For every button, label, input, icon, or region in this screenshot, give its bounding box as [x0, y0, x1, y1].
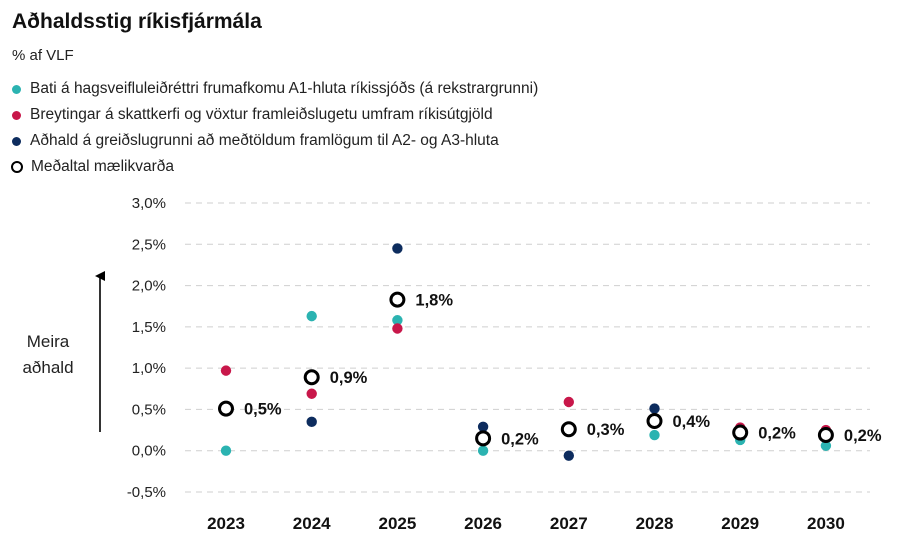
average-marker — [560, 421, 577, 438]
average-marker — [303, 369, 320, 386]
average-marker — [646, 412, 663, 429]
data-point — [477, 421, 489, 432]
x-tick-label: 2026 — [464, 514, 502, 533]
data-points — [218, 243, 834, 461]
y-tick-label: 2,5% — [132, 236, 166, 253]
legend-label: Aðhald á greiðslugrunni að meðtöldum fra… — [30, 132, 499, 149]
legend-swatch-red — [12, 110, 21, 120]
y-axis-ticks: -0,5% 0,0% 0,5% 1,0% 1,5% 2,0% 2,5% 3,0% — [127, 195, 166, 501]
gridlines — [185, 202, 870, 493]
data-label: 0,3% — [587, 421, 625, 439]
data-label: 0,4% — [673, 413, 711, 431]
legend-label: Bati á hagsveifluleiðréttri frumafkomu A… — [30, 80, 539, 97]
data-point — [220, 445, 232, 456]
average-marker — [389, 291, 406, 308]
data-point — [220, 365, 232, 376]
legend-swatch-ring — [11, 161, 23, 173]
x-tick-label: 2027 — [550, 514, 588, 533]
data-point — [477, 445, 489, 456]
x-tick-label: 2029 — [721, 514, 759, 533]
data-labels: 0,5% 0,9% 1,8% 0,2% 0,3% 0,4% 0,2% 0,2% — [244, 292, 882, 449]
data-label: 0,2% — [758, 425, 796, 443]
data-label: 0,2% — [501, 430, 539, 448]
y-tick-label: 2,0% — [132, 278, 166, 295]
data-label: 1,8% — [415, 292, 453, 310]
data-point — [820, 440, 832, 451]
legend-item: Bati á hagsveifluleiðréttri frumafkomu A… — [12, 76, 538, 102]
annotation-line-1: Meira — [27, 332, 70, 351]
y-tick-label: 0,0% — [132, 443, 166, 460]
data-point — [649, 429, 660, 441]
chart-subtitle: % af VLF — [12, 47, 74, 64]
data-point — [563, 396, 574, 408]
legend-label: Breytingar á skattkerfi og vöxtur framle… — [30, 106, 493, 123]
legend-label: Meðaltal mælikvarða — [31, 158, 174, 175]
y-tick-label: 3,0% — [132, 195, 166, 212]
average-marker — [218, 400, 234, 417]
legend: Bati á hagsveifluleiðréttri frumafkomu A… — [11, 76, 538, 180]
y-tick-label: 1,5% — [132, 319, 166, 336]
data-point — [649, 403, 660, 414]
annotation: Meira aðhald — [22, 271, 105, 432]
data-label: 0,2% — [844, 427, 882, 445]
data-point — [306, 416, 317, 428]
data-point — [306, 388, 317, 399]
average-marker — [817, 427, 834, 444]
annotation-line-2: aðhald — [22, 358, 73, 377]
legend-item: Meðaltal mælikvarða — [11, 154, 538, 180]
legend-swatch-navy — [12, 136, 21, 146]
data-label: 0,9% — [330, 369, 368, 387]
x-axis-ticks: 2023 2024 2025 2026 2027 2028 2029 2030 — [207, 514, 845, 533]
legend-item: Breytingar á skattkerfi og vöxtur framle… — [12, 102, 538, 128]
data-point — [392, 243, 403, 254]
y-tick-label: 1,0% — [132, 360, 166, 377]
x-tick-label: 2028 — [636, 514, 674, 533]
legend-item: Aðhald á greiðslugrunni að meðtöldum fra… — [12, 128, 538, 154]
data-point — [306, 310, 317, 322]
data-label: 0,5% — [244, 401, 282, 419]
x-tick-label: 2023 — [207, 514, 245, 533]
data-point — [392, 315, 403, 326]
y-tick-label: 0,5% — [132, 401, 166, 418]
x-tick-label: 2025 — [378, 514, 416, 533]
average-marker — [475, 430, 492, 447]
x-tick-label: 2030 — [807, 514, 845, 533]
legend-swatch-teal — [12, 84, 21, 94]
data-point — [563, 450, 574, 461]
data-point — [392, 323, 403, 334]
chart-title: Aðhaldsstig ríkisfjármála — [12, 10, 262, 33]
y-tick-label: -0,5% — [127, 484, 166, 501]
average-marker — [732, 424, 749, 441]
x-tick-label: 2024 — [293, 514, 331, 533]
